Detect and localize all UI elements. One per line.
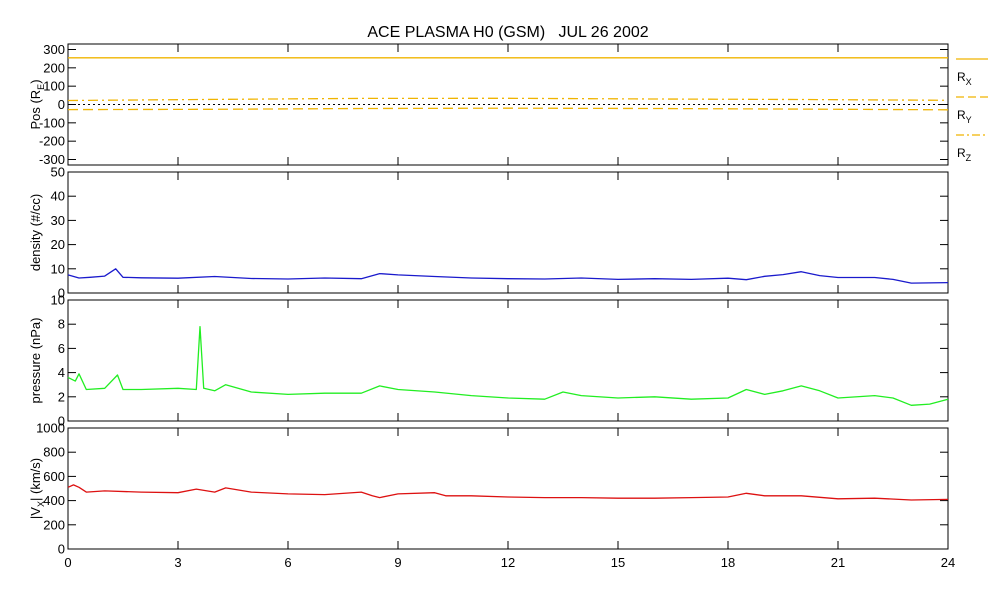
y-tick-label: 6 [58, 341, 65, 356]
panel-density: 0 10 20 30 40 50 density (#/cc) [28, 165, 949, 301]
series-line-pressure [67, 325, 949, 406]
x-tick-label: 9 [394, 555, 401, 570]
y-axis-label-text: density (#/cc) [28, 194, 43, 271]
y-axis-label: density (#/cc) [28, 194, 43, 271]
y-tick-label: 200 [43, 60, 65, 75]
y-tick-label: -200 [39, 134, 65, 149]
y-tick-label: 0 [58, 542, 65, 557]
x-tick-label: 21 [831, 555, 845, 570]
x-tick-label: 24 [941, 555, 955, 570]
y-tick-label: 1000 [36, 421, 65, 436]
x-axis: 0 3 6 9 12 15 18 21 24 [64, 555, 955, 570]
y-axis-label-subscript: X [36, 501, 46, 507]
chart-title: ACE PLASMA H0 (GSM) JUL 26 2002 [367, 24, 648, 41]
panel-frame [67, 427, 949, 550]
y-tick-label: 10 [51, 261, 65, 276]
y-tick-label: 0 [58, 414, 65, 429]
y-tick-label: 40 [51, 189, 65, 204]
y-tick-label: 0 [58, 97, 65, 112]
legend-label-y: RY [957, 108, 972, 125]
legend-label-text: R [957, 70, 966, 84]
legend-label-subscript: Y [966, 115, 972, 125]
series-line-pos-y [67, 107, 949, 111]
y-tick-label: 4 [58, 365, 65, 380]
y-tick-label: 20 [51, 237, 65, 252]
legend-label-x: RX [957, 70, 972, 87]
x-tick-label: 12 [501, 555, 515, 570]
y-tick-label: 300 [43, 42, 65, 57]
y-tick-label: 2 [58, 389, 65, 404]
x-tick-label: 3 [174, 555, 181, 570]
y-axis-label: Pos (RE) [28, 79, 46, 129]
y-axis-label-text: Pos (R [28, 90, 43, 130]
legend-label-text: R [957, 146, 966, 160]
panel-vx: 0 200 400 600 800 1000 |VX| (km/s) [28, 421, 949, 557]
y-axis-label-text: pressure (nPa) [28, 318, 43, 404]
series-line-vx [67, 484, 949, 501]
y-tick-label: 0 [58, 286, 65, 301]
panel-pos: -300 -200 -100 0 100 200 300 Pos (RE) [28, 42, 949, 167]
y-tick-label: 400 [43, 493, 65, 508]
panel-pressure: 0 2 4 6 8 10 pressure (nPa) [28, 293, 949, 429]
y-axis-label: pressure (nPa) [28, 318, 43, 404]
y-tick-label: 8 [58, 317, 65, 332]
legend-label-z: RZ [957, 146, 972, 163]
y-axis-label-subscript: E [36, 84, 46, 90]
panel-frame [67, 299, 949, 422]
y-tick-label: -100 [39, 115, 65, 130]
y-axis-label-tail: ) [28, 79, 43, 83]
y-tick-label: 800 [43, 445, 65, 460]
series-line-density [67, 268, 949, 284]
y-axis-label: |VX| (km/s) [28, 458, 46, 519]
x-tick-label: 18 [721, 555, 735, 570]
legend-label-text: R [957, 108, 966, 122]
x-tick-label: 6 [284, 555, 291, 570]
y-tick-label: 200 [43, 517, 65, 532]
x-tick-label: 0 [64, 555, 71, 570]
x-tick-label: 15 [611, 555, 625, 570]
y-tick-label: 10 [51, 293, 65, 308]
y-tick-label: 100 [43, 79, 65, 94]
y-tick-label: 50 [51, 165, 65, 180]
y-tick-label: 30 [51, 213, 65, 228]
y-axis-label-tail: | (km/s) [28, 458, 43, 501]
y-axis-label-text: |V [28, 507, 43, 519]
y-tick-label: 600 [43, 469, 65, 484]
legend-label-subscript: Z [966, 153, 972, 163]
series-line-pos-z [67, 97, 949, 102]
y-tick-label: -300 [39, 152, 65, 167]
legend-label-subscript: X [966, 77, 972, 87]
